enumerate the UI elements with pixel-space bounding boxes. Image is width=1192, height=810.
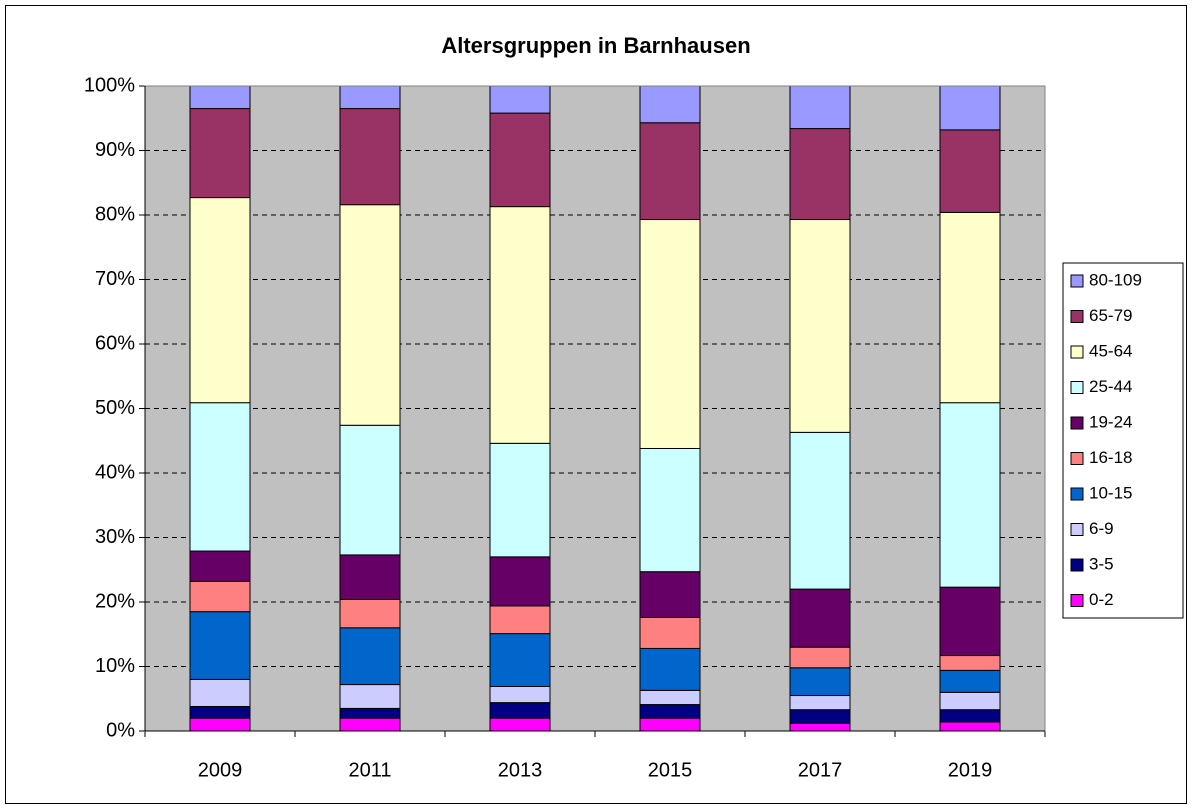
legend-swatch bbox=[1070, 416, 1084, 430]
legend-label: 45-64 bbox=[1089, 341, 1132, 360]
bar-segment bbox=[789, 85, 851, 130]
bar-segment bbox=[339, 598, 401, 629]
bar-segment bbox=[639, 616, 701, 649]
legend-swatch bbox=[1070, 452, 1084, 465]
y-tick-label: 40% bbox=[95, 461, 135, 483]
y-tick-label: 70% bbox=[95, 268, 135, 290]
legend-label: 3-5 bbox=[1089, 554, 1114, 573]
y-tick-label: 80% bbox=[95, 203, 135, 225]
bar-segment bbox=[789, 219, 851, 433]
legend-swatch bbox=[1070, 381, 1084, 394]
legend-swatch bbox=[1070, 487, 1084, 501]
legend-swatch bbox=[1070, 345, 1084, 359]
bar-segment bbox=[639, 219, 701, 449]
bar-segment bbox=[789, 128, 851, 221]
bar-segment bbox=[939, 691, 1001, 711]
bar-segment bbox=[339, 554, 401, 600]
legend-label: 25-44 bbox=[1089, 377, 1132, 396]
x-tick-label: 2017 bbox=[798, 759, 843, 781]
x-tick-label: 2009 bbox=[198, 759, 243, 781]
bar-segment bbox=[639, 122, 701, 221]
legend-label: 0-2 bbox=[1089, 590, 1114, 609]
bar-segment bbox=[789, 667, 851, 697]
legend-swatch bbox=[1070, 558, 1084, 572]
bar-segment bbox=[639, 85, 701, 124]
bar-segment bbox=[789, 588, 851, 648]
bar-segment bbox=[639, 704, 701, 719]
bar-segment bbox=[189, 402, 251, 552]
legend-label: 65-79 bbox=[1089, 306, 1132, 325]
legend-label: 16-18 bbox=[1089, 448, 1132, 467]
bar-segment bbox=[939, 129, 1001, 213]
bar-segment bbox=[189, 611, 251, 680]
bar-segment bbox=[939, 655, 1001, 671]
y-tick-label: 60% bbox=[95, 332, 135, 354]
legend-swatch bbox=[1070, 310, 1084, 323]
bar-segment bbox=[789, 709, 851, 724]
legend-swatch bbox=[1070, 523, 1084, 536]
y-tick-label: 100% bbox=[84, 74, 135, 96]
bar-segment bbox=[189, 108, 251, 199]
legend-label: 80-109 bbox=[1089, 270, 1142, 289]
bar-segment bbox=[189, 678, 251, 707]
bar-segment bbox=[189, 550, 251, 582]
x-tick-label: 2019 bbox=[948, 759, 993, 781]
bar-segment bbox=[339, 707, 401, 719]
bar-segment bbox=[639, 447, 701, 573]
bar-segment bbox=[639, 647, 701, 691]
bar-segment bbox=[189, 717, 251, 732]
legend-label: 6-9 bbox=[1089, 519, 1114, 538]
bar-segment bbox=[939, 669, 1001, 693]
bar-segment bbox=[639, 717, 701, 732]
bar-segment bbox=[789, 722, 851, 732]
bar-segment bbox=[939, 709, 1001, 723]
bar-segment bbox=[189, 197, 251, 404]
bar-segment bbox=[189, 705, 251, 719]
bar-segment bbox=[939, 586, 1001, 657]
bar-segment bbox=[339, 717, 401, 732]
legend-swatch bbox=[1070, 594, 1084, 607]
bar-segment bbox=[339, 85, 401, 110]
y-tick-label: 10% bbox=[95, 655, 135, 677]
chart-title: Altersgruppen in Barnhausen bbox=[441, 33, 750, 58]
x-tick-label: 2013 bbox=[498, 759, 543, 781]
bar-segment bbox=[339, 627, 401, 686]
bar-segment bbox=[339, 108, 401, 206]
bar-segment bbox=[189, 580, 251, 613]
legend-swatch bbox=[1070, 274, 1084, 288]
bar-segment bbox=[939, 211, 1001, 404]
bar-segment bbox=[489, 605, 551, 635]
bar-segment bbox=[789, 431, 851, 590]
bar-segment bbox=[489, 206, 551, 444]
bar-segment bbox=[489, 633, 551, 687]
bar-segment bbox=[489, 685, 551, 704]
bar-segment bbox=[489, 717, 551, 732]
bar-segment bbox=[339, 204, 401, 426]
bar-segment bbox=[489, 112, 551, 208]
y-tick-label: 50% bbox=[95, 397, 135, 419]
bar-segment bbox=[939, 402, 1001, 588]
x-tick-label: 2015 bbox=[648, 759, 693, 781]
legend-label: 10-15 bbox=[1089, 483, 1132, 502]
y-tick-label: 90% bbox=[95, 139, 135, 161]
x-tick-label: 2011 bbox=[348, 759, 391, 781]
bar-segment bbox=[339, 684, 401, 709]
legend-label: 19-24 bbox=[1089, 412, 1132, 431]
y-tick-label: 0% bbox=[106, 719, 135, 741]
y-tick-label: 30% bbox=[95, 526, 135, 548]
bar-segment bbox=[789, 695, 851, 711]
bar-segment bbox=[489, 442, 551, 558]
bar-segment bbox=[939, 721, 1001, 732]
bar-segment bbox=[639, 689, 701, 706]
bar-segment bbox=[189, 85, 251, 110]
bar-segment bbox=[489, 85, 551, 114]
y-tick-label: 20% bbox=[95, 590, 135, 612]
bar-segment bbox=[939, 85, 1001, 131]
bar-segment bbox=[489, 702, 551, 719]
bar-segment bbox=[489, 556, 551, 607]
bar-segment bbox=[639, 571, 701, 618]
bar-segment bbox=[789, 646, 851, 669]
bar-segment bbox=[339, 424, 401, 556]
